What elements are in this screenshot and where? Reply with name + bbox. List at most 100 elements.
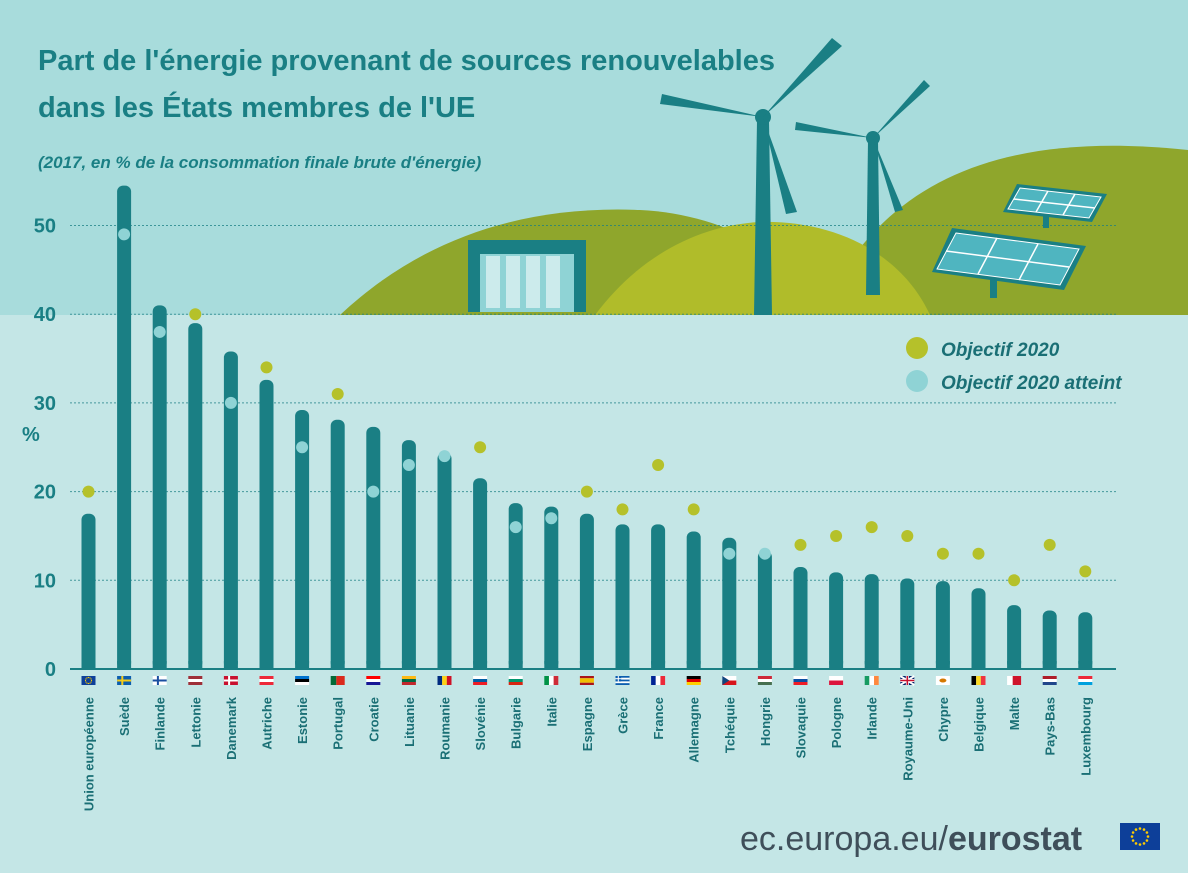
eu-flag-icon bbox=[1120, 823, 1160, 850]
bar-base bbox=[295, 661, 310, 669]
category-label: Estonie bbox=[295, 697, 310, 744]
category-label: Irlande bbox=[865, 697, 880, 740]
category-label: Finlande bbox=[153, 697, 168, 750]
bar bbox=[437, 452, 452, 669]
y-axis-label: % bbox=[22, 424, 40, 446]
eu-star bbox=[1146, 835, 1150, 838]
bar bbox=[401, 440, 416, 669]
bar bbox=[295, 409, 310, 669]
bar-base bbox=[900, 661, 915, 669]
legend-target-label: Objectif 2020 bbox=[941, 340, 1060, 361]
category-label: Slovénie bbox=[473, 697, 488, 750]
bar-base bbox=[935, 661, 950, 669]
bar bbox=[1042, 610, 1057, 669]
category-label: France bbox=[651, 697, 666, 740]
category-label: Pays-Bas bbox=[1043, 697, 1058, 756]
bar-base bbox=[757, 661, 772, 669]
target-met-marker bbox=[367, 485, 380, 498]
category-label: Slovaquie bbox=[794, 697, 809, 758]
y-tick-label: 10 bbox=[34, 570, 56, 592]
bar bbox=[188, 323, 203, 669]
flag-icon bbox=[935, 676, 950, 685]
flag-icon bbox=[473, 676, 488, 685]
bar-base bbox=[508, 661, 523, 669]
bar-base bbox=[829, 661, 844, 669]
hill-back-right bbox=[820, 145, 1188, 315]
bar-base bbox=[1007, 661, 1022, 669]
bar bbox=[544, 506, 559, 669]
bar-base bbox=[117, 661, 132, 669]
bar bbox=[81, 513, 96, 669]
flag-icon bbox=[1042, 676, 1057, 685]
target-met-marker bbox=[758, 547, 771, 560]
bar-base bbox=[223, 661, 238, 669]
bar-base bbox=[1078, 661, 1093, 669]
solar-panel-icon bbox=[1003, 184, 1107, 228]
target-marker bbox=[616, 503, 629, 516]
flag-icon bbox=[793, 676, 808, 685]
bar bbox=[473, 478, 488, 669]
bar bbox=[152, 305, 167, 669]
flag-icon bbox=[579, 676, 594, 685]
bar-base bbox=[366, 661, 381, 669]
target-marker bbox=[1008, 574, 1021, 587]
target-met-marker bbox=[153, 325, 166, 338]
category-label: Espagne bbox=[580, 697, 595, 751]
category-label: Suède bbox=[117, 697, 132, 736]
bar bbox=[223, 351, 238, 669]
y-axis-ticks: 0 10 20 30 40 50 bbox=[34, 216, 56, 682]
bar-base bbox=[81, 661, 96, 669]
legend-target-marker bbox=[906, 337, 928, 359]
bar bbox=[508, 503, 523, 669]
category-label: Portugal bbox=[331, 697, 346, 750]
flag-icon bbox=[1007, 676, 1022, 685]
bar bbox=[579, 513, 594, 669]
bar-base bbox=[401, 661, 416, 669]
bar bbox=[900, 578, 915, 669]
flag-icon bbox=[971, 676, 986, 685]
bar-base bbox=[651, 661, 666, 669]
flag-icon bbox=[1078, 676, 1093, 685]
target-marker bbox=[260, 361, 273, 374]
category-label: Lituanie bbox=[402, 697, 417, 747]
bar-base bbox=[152, 661, 167, 669]
target-marker bbox=[687, 503, 700, 516]
bar bbox=[651, 524, 666, 669]
flag-icon bbox=[615, 676, 630, 685]
wind-turbine-icon bbox=[660, 38, 842, 315]
y-tick-label: 50 bbox=[34, 216, 56, 238]
y-tick-label: 30 bbox=[34, 393, 56, 415]
flag-icon bbox=[829, 676, 844, 685]
bar bbox=[117, 185, 132, 669]
flag-icon bbox=[366, 676, 381, 685]
category-label: Danemark bbox=[224, 696, 239, 760]
target-met-marker bbox=[402, 458, 415, 471]
bar bbox=[366, 426, 381, 669]
bar bbox=[864, 574, 879, 669]
flag-icon bbox=[508, 676, 523, 685]
flag-icon bbox=[722, 676, 737, 685]
footer-url: ec.europa.eu/eurostat bbox=[740, 820, 1082, 858]
target-marker bbox=[82, 485, 95, 498]
bar-base bbox=[864, 661, 879, 669]
bar-base bbox=[686, 661, 701, 669]
chart-subtitle: (2017, en % de la consommation finale br… bbox=[38, 153, 482, 172]
bars bbox=[81, 185, 1093, 669]
category-label: Bulgarie bbox=[509, 697, 524, 749]
eu-star bbox=[1145, 839, 1149, 842]
flag-icon bbox=[686, 676, 701, 685]
eu-star bbox=[1134, 842, 1138, 845]
eu-star bbox=[1130, 835, 1134, 838]
bar bbox=[330, 419, 345, 669]
category-label: Pologne bbox=[829, 697, 844, 748]
bar-base bbox=[579, 661, 594, 669]
country-flags bbox=[81, 675, 1093, 686]
eu-star bbox=[1142, 842, 1146, 845]
bar bbox=[686, 531, 701, 669]
flag-icon bbox=[223, 676, 238, 685]
category-label: Luxembourg bbox=[1078, 697, 1093, 776]
flag-icon bbox=[188, 676, 203, 685]
bar bbox=[829, 572, 844, 669]
